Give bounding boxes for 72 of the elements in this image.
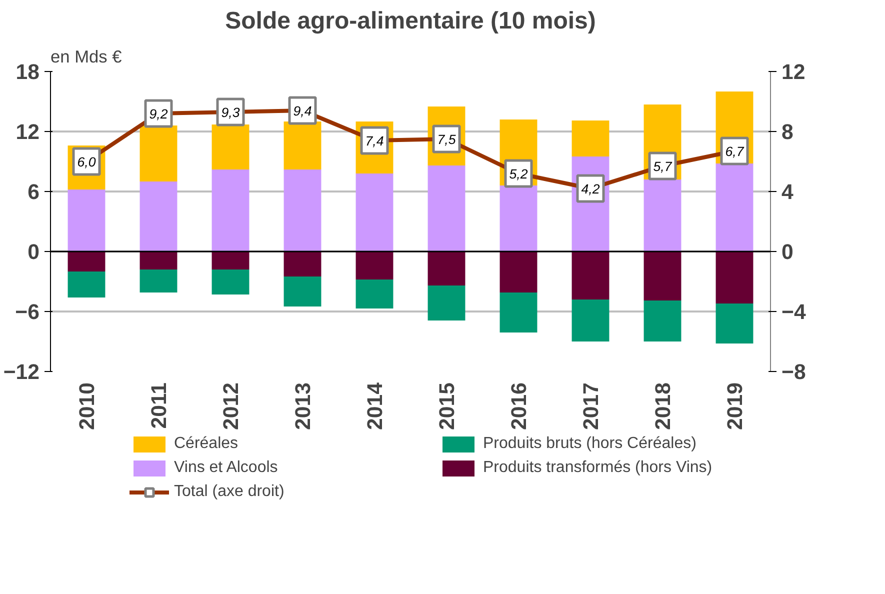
bar [572, 120, 610, 156]
y-tick-label: −12 [3, 360, 40, 384]
data-label: 9,4 [293, 104, 312, 118]
bar [428, 252, 466, 286]
bar [212, 252, 250, 270]
legend-label: Vins et Alcools [174, 459, 279, 477]
y2-tick-label: 0 [782, 240, 794, 264]
bar [572, 252, 610, 300]
bar [140, 182, 178, 252]
y-tick-label: 12 [16, 120, 40, 144]
bar [68, 190, 106, 252]
y2-tick-label: 8 [782, 120, 794, 144]
y-tick-label: −6 [15, 300, 40, 324]
bar [356, 280, 394, 308]
bar [140, 252, 178, 270]
bar [68, 272, 106, 298]
bar [500, 252, 538, 292]
bar [140, 126, 178, 182]
chart-title: Solde agro-alimentaire (10 mois) [225, 8, 596, 34]
bar [356, 174, 394, 252]
bar [68, 252, 106, 272]
y2-tick-label: 4 [782, 180, 794, 204]
data-label: 6,0 [77, 154, 96, 170]
bar [428, 286, 466, 320]
legend-label: Total (axe droit) [174, 483, 286, 501]
bar [212, 124, 250, 170]
x-tick-label: 2018 [651, 382, 675, 430]
bar [644, 300, 682, 342]
bar [284, 252, 322, 276]
bar [212, 170, 250, 252]
data-label: 6,7 [725, 144, 744, 159]
y-tick-label: 0 [28, 240, 40, 264]
legend-label: Produits bruts (hors Céréales) [483, 435, 698, 453]
bar [644, 252, 682, 300]
x-tick-label: 2014 [363, 382, 387, 430]
y-tick-label: 6 [28, 180, 40, 204]
y2-tick-label: 12 [782, 60, 806, 84]
bar [572, 300, 610, 342]
bar [716, 164, 754, 252]
legend-label: Produits transformés (hors Vins) [483, 459, 714, 477]
data-label: 9,2 [149, 106, 168, 122]
legend-label: Céréales [174, 435, 240, 453]
data-label: 9,3 [221, 105, 240, 120]
x-tick-label: 2019 [723, 382, 747, 430]
bar [716, 252, 754, 304]
bar [284, 276, 322, 306]
x-tick-label: 2010 [75, 382, 99, 430]
y2-tick-label: −4 [782, 300, 806, 324]
data-label: 5,2 [509, 166, 528, 182]
bar [284, 122, 322, 170]
data-label: 7,4 [365, 134, 384, 148]
y2-tick-label: −8 [782, 360, 806, 384]
bar [644, 180, 682, 252]
bar [500, 292, 538, 332]
x-tick-label: 2015 [435, 382, 459, 430]
bar [140, 270, 178, 292]
x-tick-label: 2017 [579, 382, 603, 430]
bar [428, 166, 466, 252]
y-tick-label: 18 [16, 60, 40, 84]
data-label: 7,5 [437, 132, 456, 147]
data-label: 5,7 [653, 159, 672, 174]
bar [212, 270, 250, 294]
data-label: 4,2 [581, 182, 600, 196]
x-tick-label: 2011 [147, 382, 171, 429]
x-tick-label: 2016 [507, 382, 531, 430]
y-axis-title: en Mds € [50, 46, 122, 66]
bar [284, 170, 322, 252]
bar [356, 252, 394, 280]
bar [716, 304, 754, 344]
bar [500, 186, 538, 252]
x-tick-label: 2012 [219, 382, 243, 430]
x-tick-label: 2013 [291, 382, 315, 430]
